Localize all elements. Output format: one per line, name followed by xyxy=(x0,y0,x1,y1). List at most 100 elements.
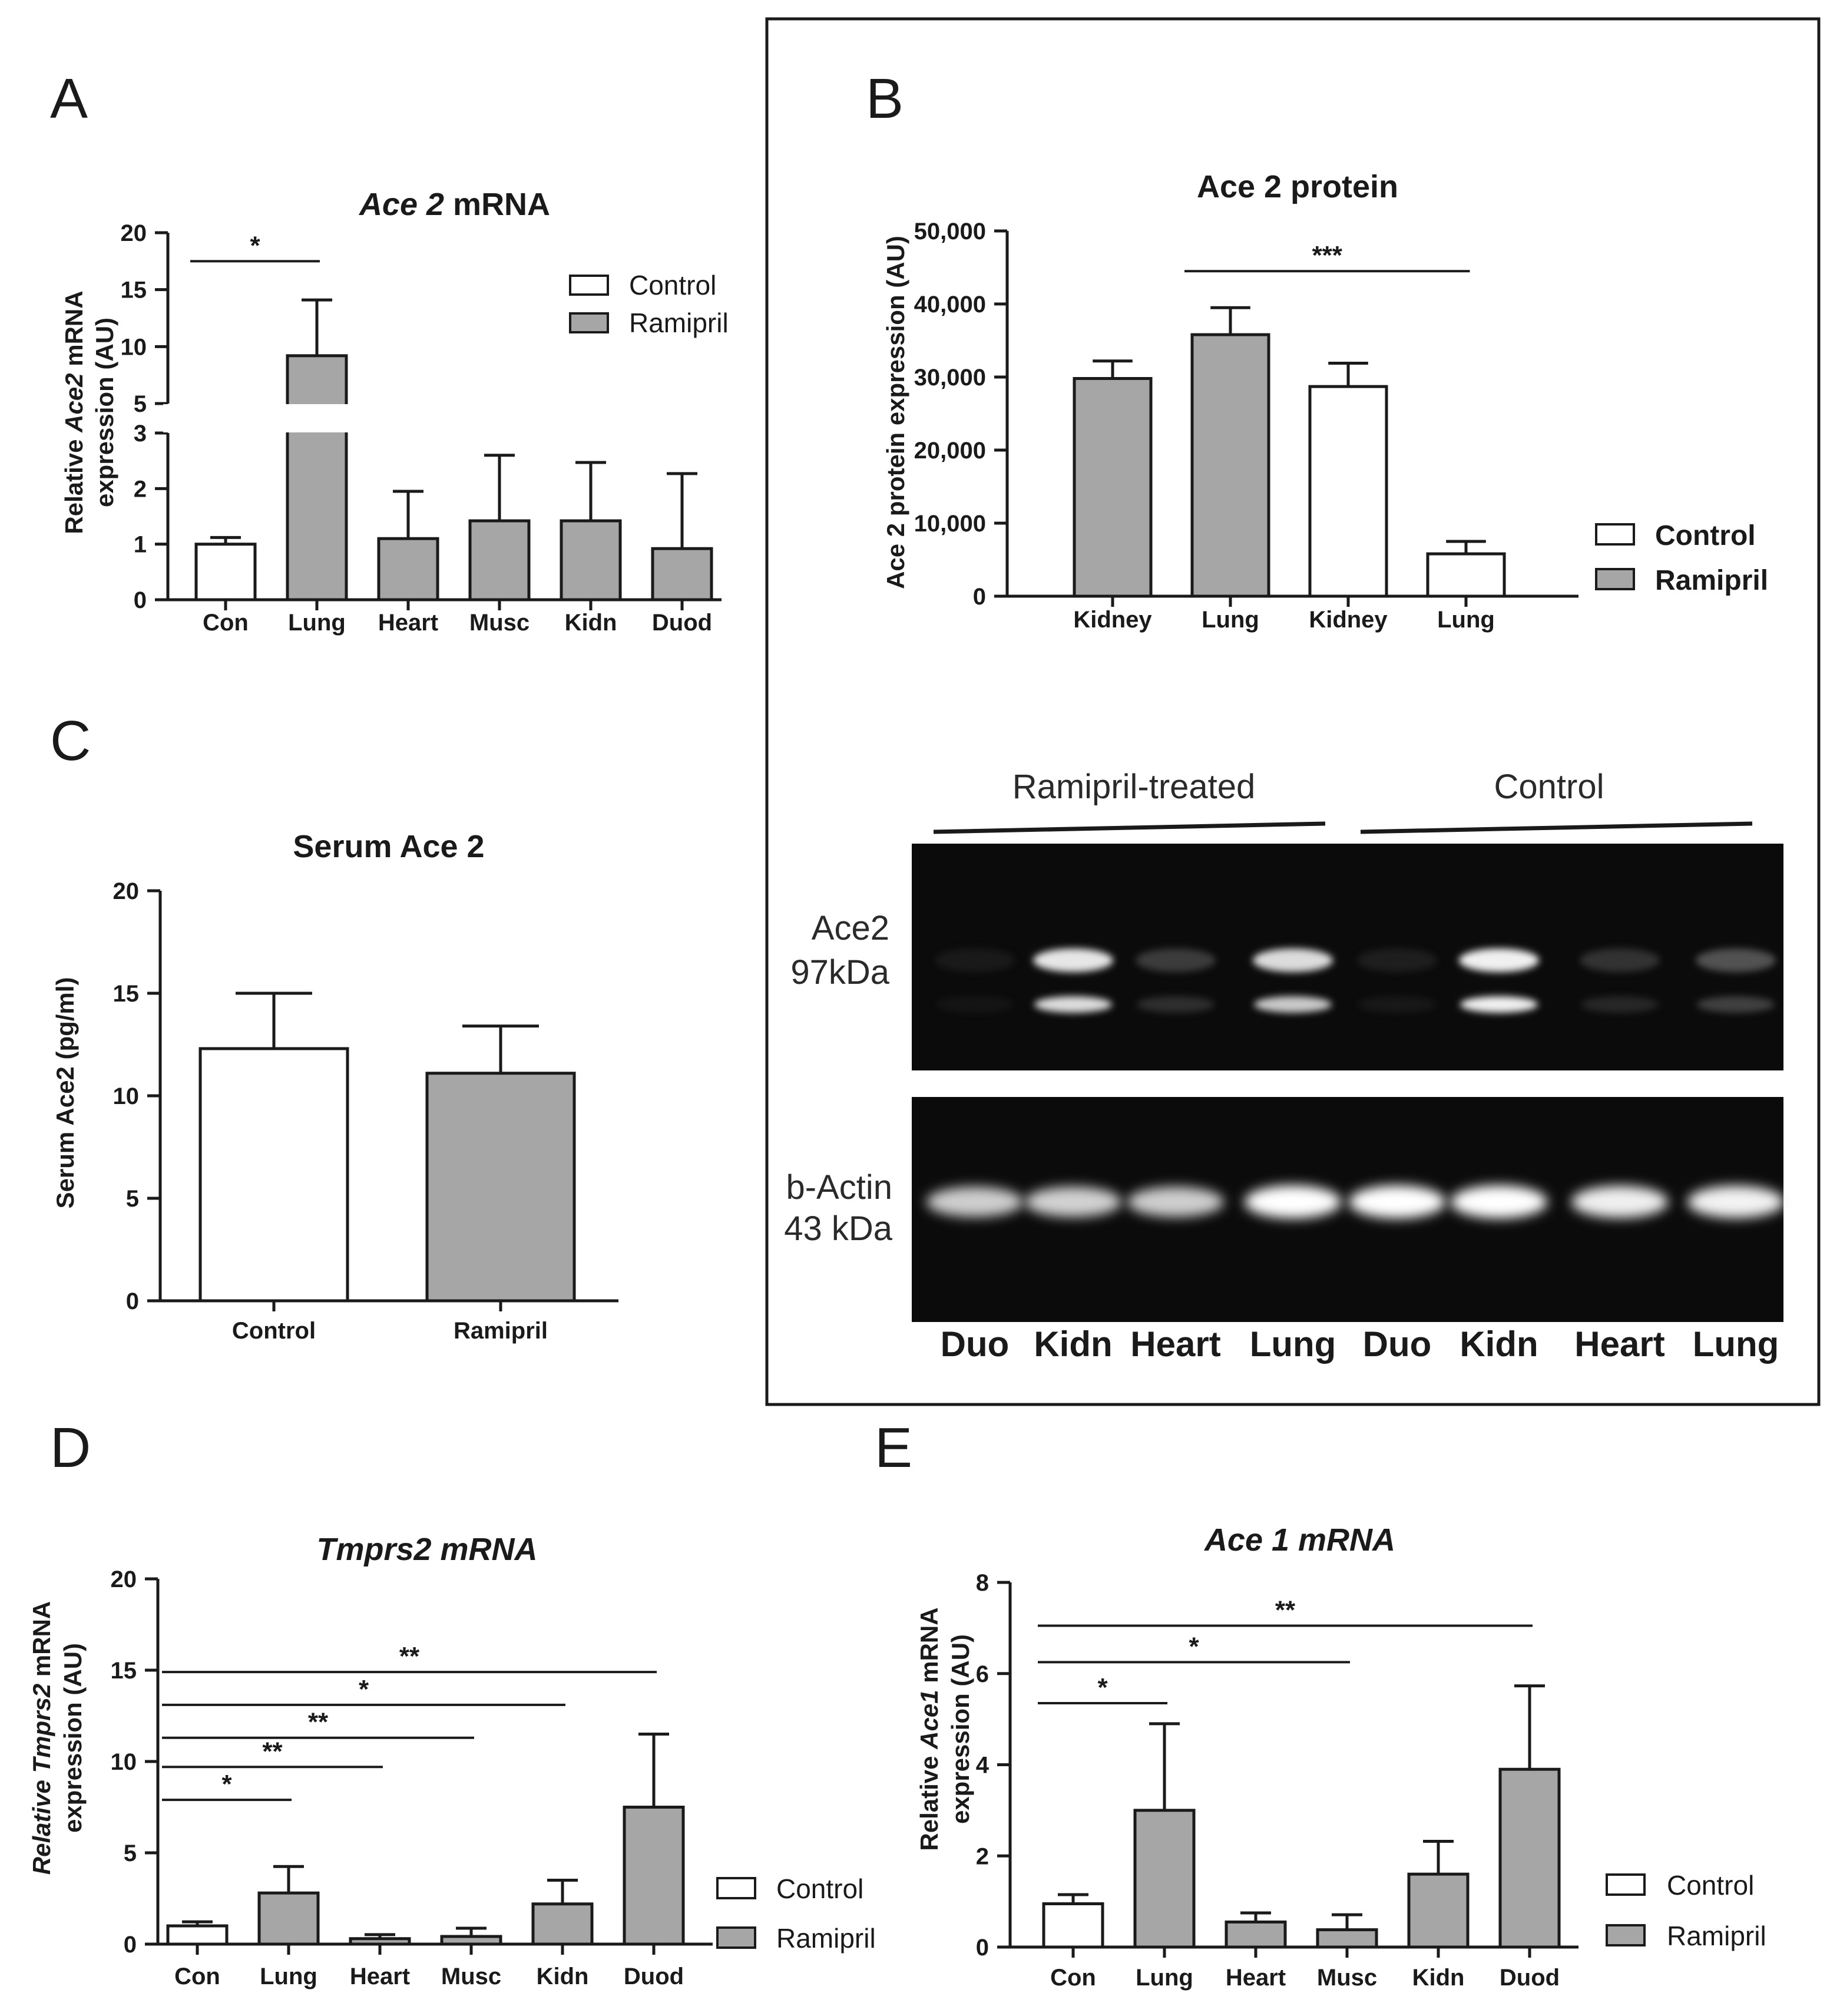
chart-a-bar xyxy=(377,537,439,602)
blot-actin-band xyxy=(1127,1187,1224,1217)
legend-d-control-label: Control xyxy=(776,1873,863,1904)
blot-ace2-band-upper xyxy=(1696,948,1776,972)
blot-ace2-size: 97kDa xyxy=(790,953,889,992)
blot-ace2-band-upper xyxy=(1253,948,1333,972)
chart-e-bar xyxy=(1498,1767,1561,1949)
legend-b-ramipril-label: Ramipril xyxy=(1655,565,1768,596)
blot-actin-band xyxy=(926,1187,1023,1217)
western-blot: Ramipril-treated Control Ace2 97kDa b-Ac… xyxy=(784,768,1784,1364)
chart-d-significance-label: * xyxy=(221,1770,232,1799)
legend-d-ramipril-swatch xyxy=(716,1926,756,1949)
chart-d-bar xyxy=(166,1924,229,1946)
chart-c-bar xyxy=(425,1072,576,1303)
chart-a-y-tick-label: 3 xyxy=(134,421,147,447)
legend-e: Control Ramipril xyxy=(1606,1870,1766,1951)
chart-a-y-tick-label: 10 xyxy=(121,334,147,360)
chart-a-title-italic: Ace 2 xyxy=(358,187,444,222)
chart-a-axis-break-gap xyxy=(163,404,173,432)
blot-actin-name: b-Actin xyxy=(786,1168,892,1207)
chart-e-x-tick-label: Con xyxy=(1050,1965,1096,1991)
chart-a-bar xyxy=(286,354,348,602)
chart-b-x-tick-label: Kidney xyxy=(1309,607,1388,633)
panel-letter-e: E xyxy=(875,1416,912,1479)
chart-a-title: Ace 2 mRNA xyxy=(358,187,550,222)
blot-lane-label: Lung xyxy=(1693,1324,1779,1364)
chart-e-significance-label: * xyxy=(1189,1632,1199,1661)
blot-group-control-label: Control xyxy=(1494,768,1604,806)
blot-ace2-band-lower xyxy=(1358,996,1436,1013)
chart-d-x-tick-label: Duod xyxy=(624,1964,684,1989)
chart-a-x-tick-label: Kidn xyxy=(565,610,617,636)
chart-d-x-tick-label: Lung xyxy=(260,1964,317,1989)
chart-e-y-tick-label: 0 xyxy=(976,1935,989,1961)
chart-d-ylabel-post: mRNA xyxy=(28,1601,55,1684)
blot-ace2-band-lower xyxy=(1254,996,1332,1013)
chart-b-bar xyxy=(1426,552,1506,598)
chart-d-significance-label: ** xyxy=(308,1708,329,1737)
chart-e-x-tick-label: Lung xyxy=(1136,1965,1193,1991)
chart-a-y-tick-label: 2 xyxy=(134,476,147,502)
chart-b-x-tick-label: Lung xyxy=(1437,607,1495,633)
blot-ace2-bands xyxy=(935,948,1776,1013)
chart-d-significance-label: ** xyxy=(399,1642,420,1671)
chart-a-bar xyxy=(468,519,531,602)
chart-a-ylabel: Relative Ace2 mRNA xyxy=(60,290,88,534)
chart-d-y-tick-label: 20 xyxy=(111,1566,137,1592)
chart-e-bar xyxy=(1225,1920,1287,1949)
chart-a-ylabel-italic: Ace2 xyxy=(60,373,88,432)
legend-d: Control Ramipril xyxy=(716,1873,876,1954)
chart-a-x-tick-label: Con xyxy=(203,610,249,636)
chart-b-significance-label: *** xyxy=(1312,241,1343,270)
chart-e-ylabel: Relative Ace1 mRNA xyxy=(915,1607,943,1850)
blot-lane-label: Kidn xyxy=(1460,1324,1538,1364)
legend-d-control-swatch xyxy=(716,1877,756,1899)
chart-b-y-tick-label: 0 xyxy=(973,584,986,610)
blot-ace2-band-lower xyxy=(1137,996,1215,1013)
legend-b-ramipril-swatch xyxy=(1595,568,1635,590)
chart-d-significance-label: * xyxy=(359,1675,369,1704)
chart-e-x-tick-label: Musc xyxy=(1317,1965,1377,1991)
chart-e-title: Ace 1 mRNA xyxy=(1203,1522,1395,1558)
chart-b-x-tick-label: Kidney xyxy=(1073,607,1152,633)
chart-d-ylabel-italic: Tmprs2 xyxy=(28,1684,55,1773)
chart-a-x-tick-label: Duod xyxy=(652,610,712,636)
blot-actin-bands xyxy=(926,1185,1784,1218)
blot-ace2-band-lower xyxy=(1034,996,1112,1013)
chart-e-y-tick-label: 6 xyxy=(976,1661,989,1687)
chart-b-x-tick-label: Lung xyxy=(1202,607,1259,633)
blot-actin-size: 43 kDa xyxy=(784,1209,893,1248)
chart-a-title-rest: mRNA xyxy=(444,187,550,222)
blot-actin-band xyxy=(1025,1187,1121,1217)
chart-e-bar xyxy=(1133,1809,1196,1949)
panel-letter-d: D xyxy=(50,1416,91,1479)
blot-actin-band xyxy=(1349,1185,1445,1218)
chart-e-bar xyxy=(1316,1928,1378,1949)
blot-group-control-bar xyxy=(1360,821,1753,834)
chart-c-x-tick-label: Control xyxy=(232,1318,316,1344)
legend-d-ramipril-label: Ramipril xyxy=(776,1923,876,1954)
blot-ace2-band-lower xyxy=(1460,996,1538,1013)
chart-b-y-tick-label: 10,000 xyxy=(914,511,986,537)
chart-e-x-tick-label: Kidn xyxy=(1412,1965,1465,1991)
chart-e-y-tick-label: 4 xyxy=(976,1753,990,1779)
legend-b-control-label: Control xyxy=(1655,520,1756,551)
panel-letter-b: B xyxy=(866,67,904,130)
blot-lane-label: Duo xyxy=(941,1324,1010,1364)
chart-c-x-tick-label: Ramipril xyxy=(454,1318,548,1344)
chart-b-y-tick-label: 30,000 xyxy=(914,365,986,391)
chart-c-y-tick-label: 15 xyxy=(113,981,140,1007)
chart-b-bar xyxy=(1073,376,1153,598)
legend-a-ramipril-label: Ramipril xyxy=(629,308,729,338)
chart-a-y-tick-label: 20 xyxy=(121,220,147,246)
chart-a-x-tick-label: Lung xyxy=(288,610,346,636)
chart-a-y-tick-label: 5 xyxy=(134,391,147,417)
chart-e-ylabel-line2: expression (AU) xyxy=(947,1634,974,1824)
chart-e-ylabel-post: mRNA xyxy=(915,1607,943,1690)
blot-actin-band xyxy=(1687,1185,1784,1218)
legend-e-control-label: Control xyxy=(1667,1870,1754,1901)
blot-ace2-band-upper xyxy=(1459,948,1539,972)
chart-d-ylabel-line2: expression (AU) xyxy=(59,1643,87,1833)
blot-ace2-band-lower xyxy=(1581,996,1659,1013)
blot-ace2-band-upper xyxy=(1033,948,1113,972)
chart-e-bar xyxy=(1042,1902,1104,1949)
